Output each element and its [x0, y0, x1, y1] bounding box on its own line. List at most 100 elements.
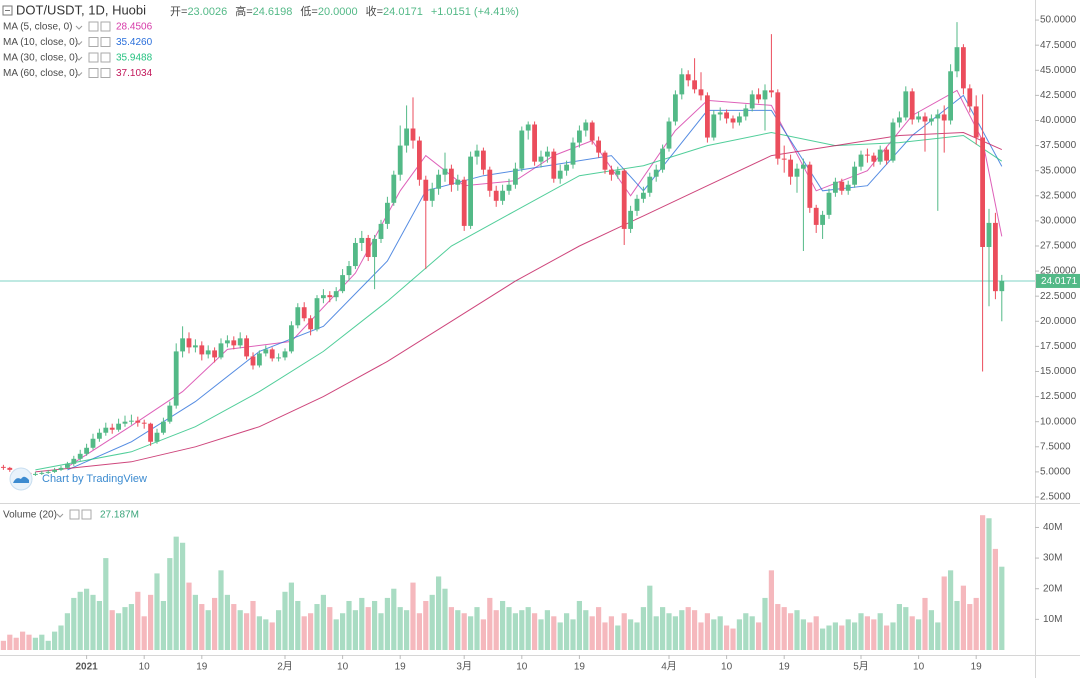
candle-body [570, 142, 576, 165]
close-icon[interactable] [100, 52, 111, 63]
candle-body [941, 114, 947, 121]
y-tick-label: 10.0000 [1040, 416, 1077, 427]
volume-bar [768, 570, 774, 650]
x-tick-label: 19 [971, 662, 983, 673]
candle-body [269, 349, 275, 359]
volume-bar [173, 536, 179, 650]
volume-bar [455, 610, 461, 650]
symbol-title: DOT/USDT, 1D, Huobi [16, 2, 146, 17]
candle-body [807, 164, 813, 208]
volume-bar [570, 619, 576, 650]
volume-bar [679, 610, 685, 650]
header-value: 24.6198 [253, 6, 293, 18]
moving-average-line [67, 94, 1003, 471]
candle-body [845, 184, 851, 191]
volume-bar [589, 616, 595, 650]
candle-body [212, 350, 217, 358]
volume-bar [212, 597, 218, 650]
volume-bar [448, 607, 454, 650]
volume-bar [621, 613, 627, 650]
volume-name: Volume (20) [3, 510, 57, 521]
candle-body [589, 122, 595, 141]
volume-bar [404, 610, 410, 650]
settings-icon[interactable] [88, 68, 99, 78]
y-tick-label: 45.0000 [1040, 65, 1077, 76]
volume-bar [20, 631, 26, 650]
candle-body [199, 345, 205, 355]
header-value: 24.0171 [383, 6, 423, 18]
y-tick-label: 30.0000 [1040, 216, 1077, 227]
candle-body [935, 114, 941, 119]
candle-body [436, 174, 441, 189]
volume-bar [7, 634, 13, 650]
settings-icon[interactable] [69, 509, 80, 520]
volume-bar [359, 597, 365, 650]
volume-bar [717, 616, 723, 650]
volume-bar [916, 619, 922, 650]
volume-bar [640, 607, 646, 650]
volume-bar [980, 515, 986, 650]
candle-body [890, 122, 896, 161]
candle-body [615, 170, 621, 175]
volume-bar [250, 600, 256, 650]
candle-body [346, 266, 352, 276]
settings-icon[interactable] [88, 37, 99, 47]
candle-body [237, 338, 243, 346]
volume-bar [301, 616, 307, 650]
candle-body [557, 170, 563, 179]
volume-bar [52, 631, 58, 650]
volume-bar [685, 607, 691, 650]
candle-body [327, 295, 333, 298]
dropdown-arrow [75, 56, 83, 61]
volume-bar [525, 607, 531, 650]
watermark-text: Chart by TradingView [42, 473, 147, 485]
candle-body [468, 156, 473, 226]
candle-body [961, 47, 966, 89]
volume-bar [672, 616, 678, 650]
candle-body [353, 242, 358, 267]
candle-body [583, 122, 589, 131]
candle-body [903, 91, 909, 118]
candle-body [45, 471, 51, 473]
candle-body [404, 128, 409, 146]
volume-bar [0, 640, 6, 650]
candle-body [769, 90, 774, 93]
volume-bar [615, 625, 621, 650]
x-tick-label: 19 [574, 662, 586, 673]
candle-body [813, 207, 819, 225]
y-tick-label: 27.5000 [1040, 241, 1077, 252]
close-icon[interactable] [100, 68, 111, 78]
watermark: Chart by TradingView [9, 467, 147, 491]
candle-body [634, 198, 640, 211]
volume-bar [237, 610, 243, 650]
candle-body [461, 179, 467, 226]
ma-value: 37.1034 [116, 68, 153, 79]
collapse-icon[interactable] [2, 5, 13, 16]
volume-bar [999, 566, 1005, 650]
x-tick-label: 10 [516, 662, 528, 673]
close-icon[interactable] [100, 37, 111, 47]
candle-body [525, 124, 531, 131]
candle-body [749, 94, 755, 109]
settings-icon[interactable] [88, 21, 99, 32]
volume-bar [224, 594, 230, 650]
volume-bar [666, 613, 672, 650]
volume-bar [436, 576, 442, 650]
candle-body [493, 190, 499, 201]
candle-body [372, 238, 377, 258]
settings-icon[interactable] [88, 52, 99, 63]
volume-bar [205, 610, 211, 650]
volume-bar [928, 610, 934, 650]
close-icon[interactable] [81, 509, 92, 520]
y-tick-label: 25.0000 [1040, 266, 1077, 277]
volume-bar [416, 613, 422, 650]
volume-bar [39, 634, 45, 650]
candle-body [756, 94, 761, 100]
candle-body [532, 124, 537, 162]
volume-bar [269, 622, 275, 650]
candle-body [833, 181, 838, 193]
close-icon[interactable] [100, 21, 111, 32]
volume-bar [743, 613, 749, 650]
x-tick-label: 10 [337, 662, 349, 673]
